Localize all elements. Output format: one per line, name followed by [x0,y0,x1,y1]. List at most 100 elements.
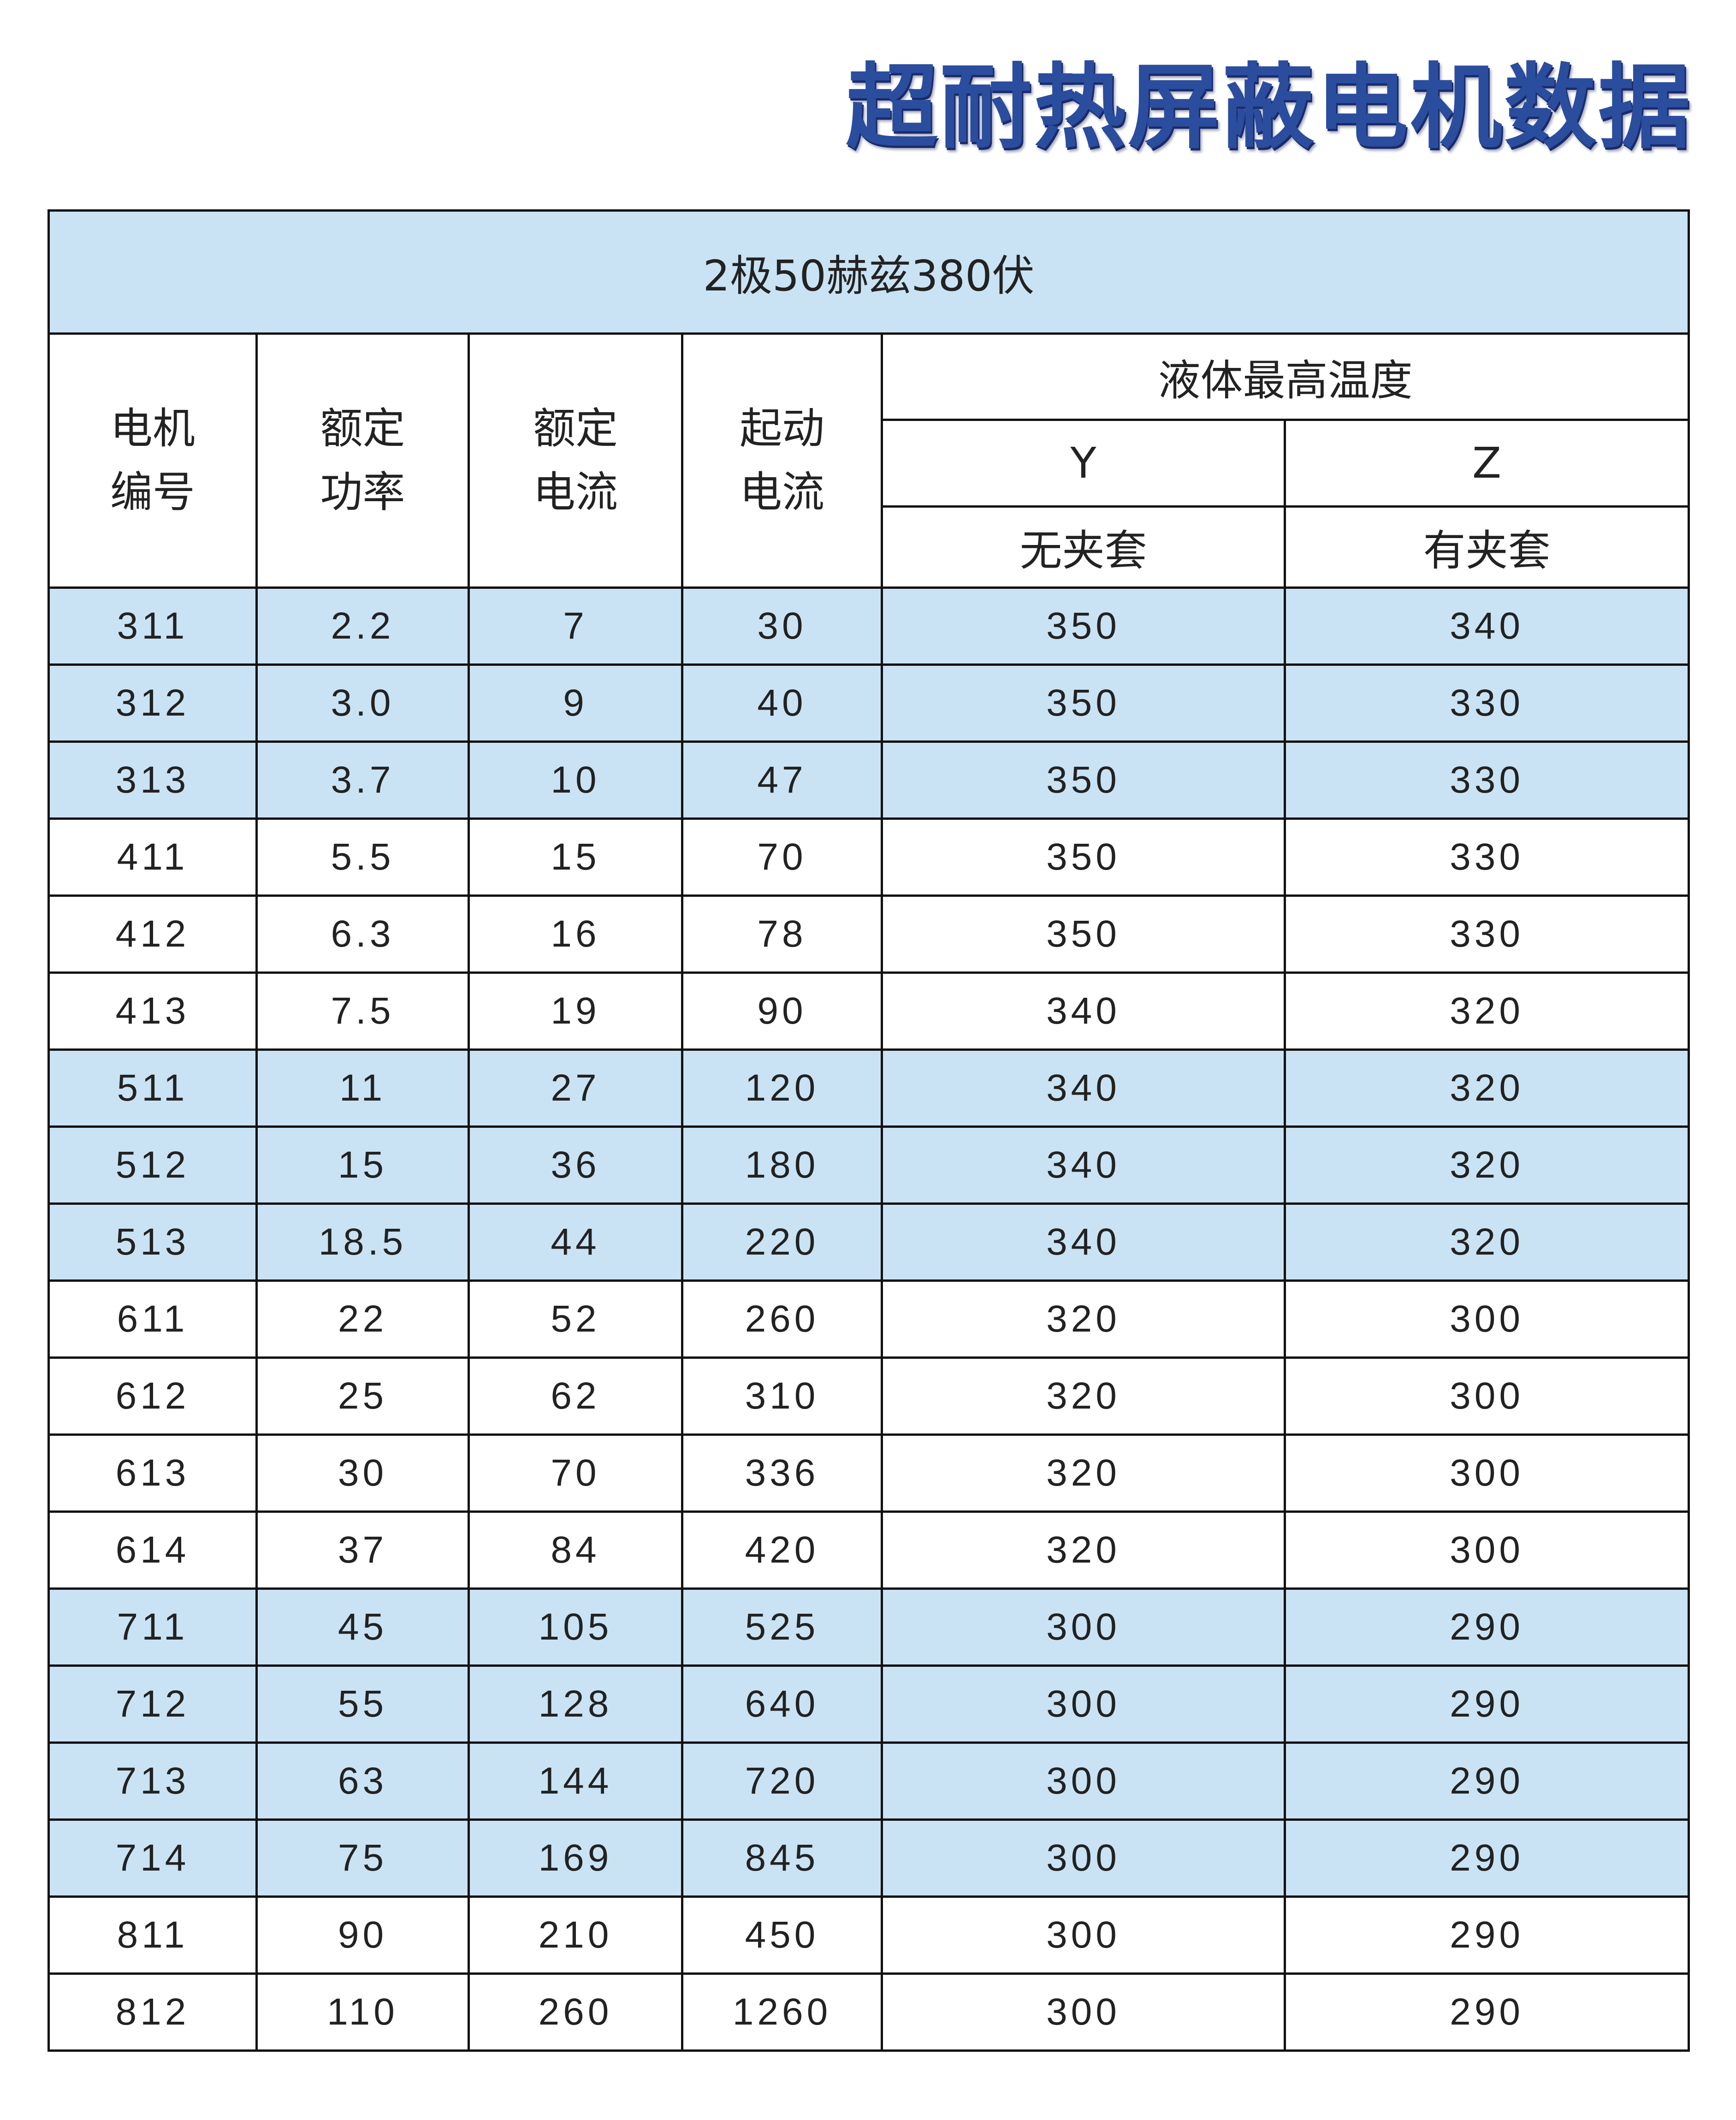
header-rated-current: 额定 电流 [468,332,683,589]
motor-data-table: 2极50赫兹380伏 电机 编号 额定 功率 额定 电流 起动 电流 液体最高温度 Y … [47,209,1690,2052]
cell-motor-no: 714 [47,1818,258,1898]
cell-rated-current: 210 [468,1895,683,1975]
header-line: 电机 [110,404,195,453]
table-row: 512 15 36 180 340 320 [47,1125,1690,1205]
cell-temp-y: 300 [881,1818,1286,1898]
cell-motor-no: 614 [47,1510,258,1590]
cell-rated-power: 15 [255,1125,470,1205]
cell-rated-power: 75 [255,1818,470,1898]
cell-temp-y: 300 [881,1895,1286,1975]
cell-rated-power: 18.5 [255,1202,470,1282]
table-row: 613 30 70 336 320 300 [47,1433,1690,1513]
cell-temp-z: 330 [1283,740,1690,820]
cell-temp-y: 350 [881,586,1286,666]
cell-temp-y: 350 [881,663,1286,743]
cell-rated-current: 62 [468,1356,683,1436]
table-row: 312 3.0 9 40 350 330 [47,663,1690,743]
header-line: 电流 [533,468,618,517]
cell-rated-power: 63 [255,1741,470,1821]
cell-rated-current: 70 [468,1433,683,1513]
cell-temp-z: 320 [1283,1125,1690,1205]
cell-rated-current: 10 [468,740,683,820]
header-z-sub: 有夹套 [1283,505,1690,589]
cell-rated-current: 260 [468,1972,683,2052]
table-row: 413 7.5 19 90 340 320 [47,971,1690,1051]
cell-temp-y: 340 [881,1202,1286,1282]
cell-rated-power: 7.5 [255,971,470,1051]
table-row: 812 110 260 1260 300 290 [47,1972,1690,2052]
cell-rated-current: 7 [468,586,683,666]
header-rated-power: 额定 功率 [255,332,470,589]
header-y-sub: 无夹套 [881,505,1286,589]
header-start-current: 起动 电流 [681,332,883,589]
table-body: 311 2.2 7 30 350 340 312 3.0 9 40 350 330 313 3.7 10 47… [47,586,1690,2052]
cell-motor-no: 312 [47,663,258,743]
cell-start-current: 1260 [681,1972,883,2052]
cell-temp-y: 320 [881,1356,1286,1436]
cell-motor-no: 313 [47,740,258,820]
cell-motor-no: 411 [47,817,258,897]
cell-rated-current: 52 [468,1279,683,1359]
cell-temp-y: 320 [881,1433,1286,1513]
cell-rated-current: 15 [468,817,683,897]
cell-temp-z: 290 [1283,1664,1690,1744]
cell-motor-no: 812 [47,1972,258,2052]
cell-temp-y: 350 [881,894,1286,974]
cell-rated-power: 37 [255,1510,470,1590]
cell-temp-y: 350 [881,817,1286,897]
cell-rated-power: 2.2 [255,586,470,666]
cell-temp-z: 300 [1283,1433,1690,1513]
header-line: 功率 [320,468,405,517]
cell-temp-z: 290 [1283,1818,1690,1898]
cell-start-current: 90 [681,971,883,1051]
cell-temp-z: 330 [1283,894,1690,974]
table-row: 614 37 84 420 320 300 [47,1510,1690,1590]
cell-rated-current: 27 [468,1048,683,1128]
cell-temp-z: 340 [1283,586,1690,666]
cell-rated-power: 45 [255,1587,470,1667]
cell-rated-current: 16 [468,894,683,974]
cell-temp-z: 290 [1283,1895,1690,1975]
cell-motor-no: 611 [47,1279,258,1359]
cell-rated-current: 169 [468,1818,683,1898]
cell-start-current: 845 [681,1818,883,1898]
table-row: 313 3.7 10 47 350 330 [47,740,1690,820]
header-y: Y [881,419,1286,508]
cell-rated-power: 25 [255,1356,470,1436]
cell-temp-y: 300 [881,1741,1286,1821]
cell-motor-no: 311 [47,586,258,666]
cell-motor-no: 712 [47,1664,258,1744]
cell-start-current: 420 [681,1510,883,1590]
cell-rated-power: 11 [255,1048,470,1128]
cell-rated-current: 144 [468,1741,683,1821]
cell-start-current: 310 [681,1356,883,1436]
cell-start-current: 40 [681,663,883,743]
header-motor-no: 电机 编号 [47,332,258,589]
cell-temp-y: 340 [881,971,1286,1051]
cell-motor-no: 412 [47,894,258,974]
cell-rated-power: 30 [255,1433,470,1513]
cell-temp-z: 290 [1283,1741,1690,1821]
cell-rated-power: 3.0 [255,663,470,743]
cell-temp-y: 300 [881,1587,1286,1667]
cell-temp-y: 340 [881,1048,1286,1128]
cell-rated-power: 22 [255,1279,470,1359]
cell-rated-current: 128 [468,1664,683,1744]
cell-rated-power: 3.7 [255,740,470,820]
header-line: 电流 [739,468,824,517]
table-row: 411 5.5 15 70 350 330 [47,817,1690,897]
cell-start-current: 450 [681,1895,883,1975]
cell-temp-z: 290 [1283,1972,1690,2052]
cell-start-current: 640 [681,1664,883,1744]
cell-rated-current: 36 [468,1125,683,1205]
cell-rated-power: 5.5 [255,817,470,897]
cell-temp-z: 320 [1283,971,1690,1051]
cell-motor-no: 612 [47,1356,258,1436]
table-row: 713 63 144 720 300 290 [47,1741,1690,1821]
cell-temp-z: 320 [1283,1048,1690,1128]
cell-temp-z: 330 [1283,817,1690,897]
cell-temp-y: 350 [881,740,1286,820]
cell-start-current: 30 [681,586,883,666]
cell-start-current: 720 [681,1741,883,1821]
cell-rated-current: 9 [468,663,683,743]
